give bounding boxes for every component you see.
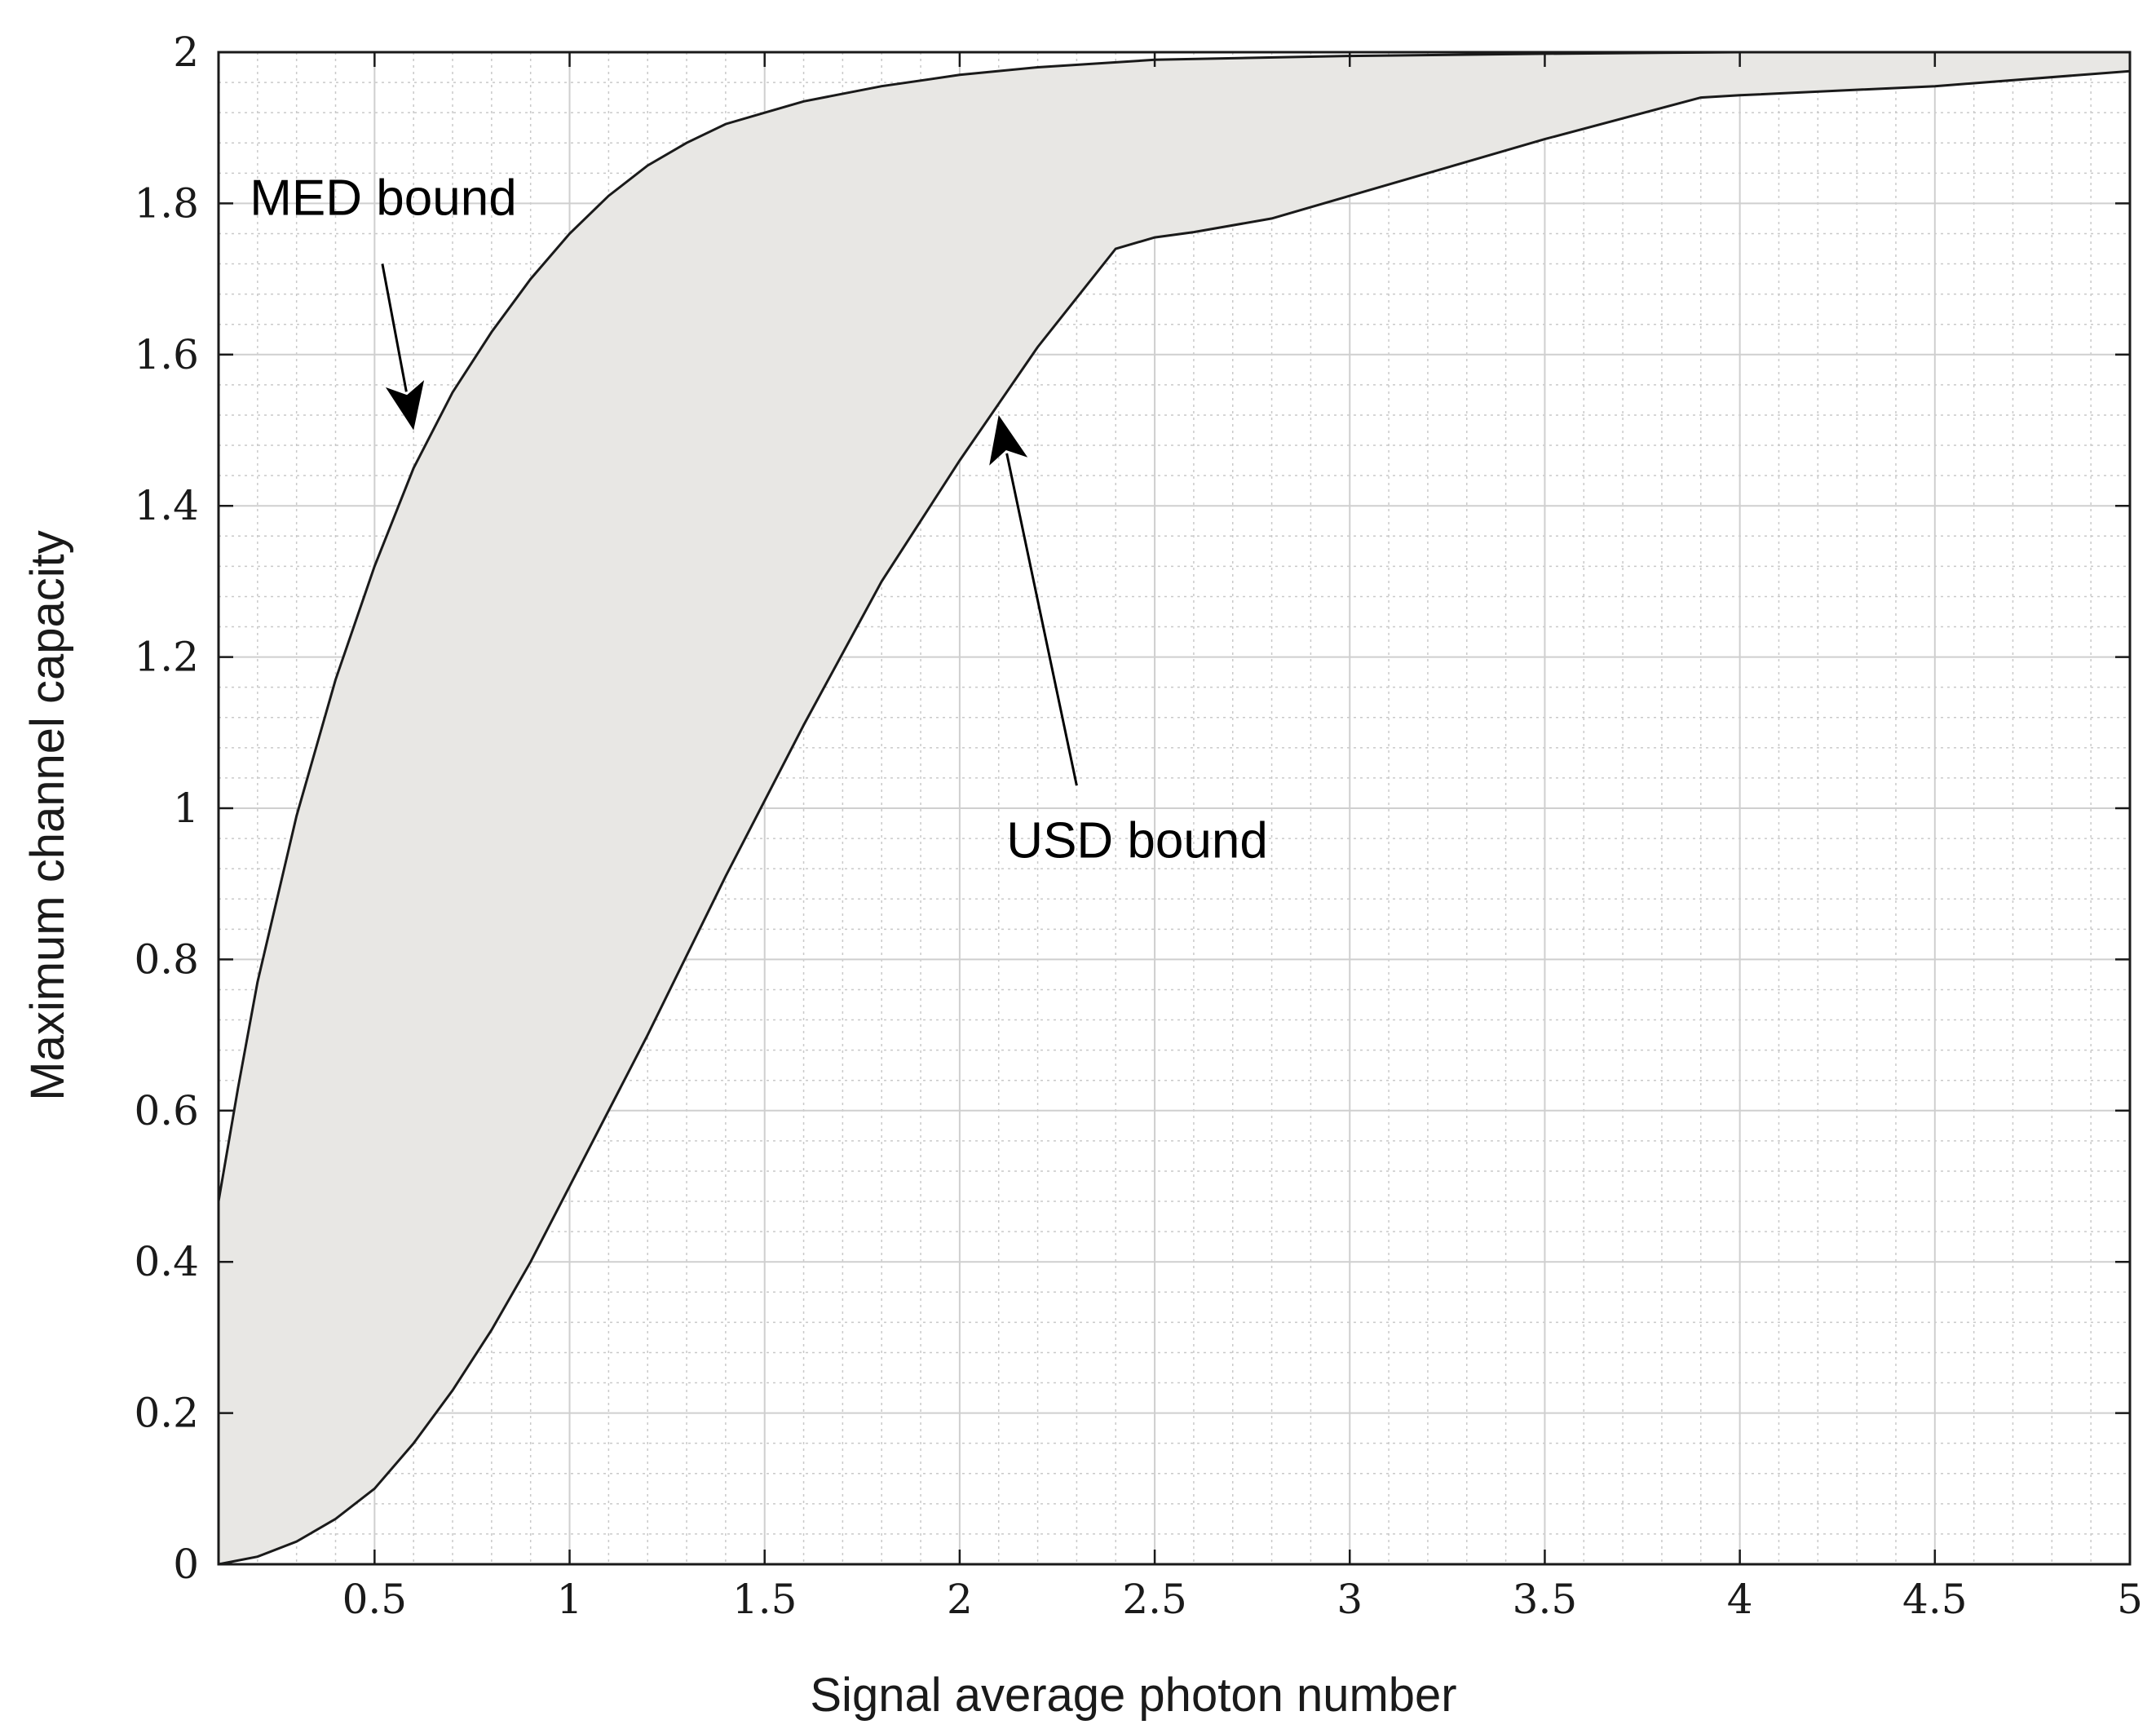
- y-tick-label: 1.2: [134, 634, 199, 681]
- x-tick-label: 1: [557, 1576, 583, 1623]
- x-axis-label: Signal average photon number: [810, 1669, 1456, 1722]
- y-tick-label: 0: [173, 1541, 199, 1588]
- med-bound-arrowhead: [385, 380, 425, 431]
- y-tick-label: 0.6: [134, 1087, 199, 1134]
- x-tick-label: 3: [1336, 1576, 1363, 1623]
- capacity-band-fill: [219, 52, 2130, 1564]
- x-tick-label: 0.5: [342, 1576, 408, 1623]
- y-tick-label: 0.8: [134, 935, 199, 983]
- x-tick-label: 3.5: [1513, 1576, 1578, 1623]
- usd-bound-label: USD bound: [1006, 812, 1268, 869]
- y-tick-label: 1: [173, 785, 199, 832]
- med-bound-label: MED bound: [250, 170, 516, 226]
- usd-bound-arrow: [1005, 453, 1078, 786]
- x-tick-labels: 0.5 1 1.5 2 2.5 3 3.5 4 4.5 5: [342, 1576, 2143, 1623]
- y-tick-label: 0.4: [134, 1238, 199, 1285]
- minor-grid: [219, 52, 2130, 1564]
- x-tick-label: 4.5: [1902, 1576, 1968, 1623]
- y-tick-labels: 0 0.2 0.4 0.6 0.8 1 1.2 1.4 1.6 1.8 2: [134, 29, 199, 1588]
- x-tick-label: 2: [947, 1576, 973, 1623]
- x-tick-label: 2.5: [1122, 1576, 1187, 1623]
- y-tick-label: 1.6: [134, 331, 199, 378]
- annotations: MED bound USD bound: [250, 170, 1268, 869]
- y-tick-label: 0.2: [134, 1390, 199, 1437]
- x-tick-label: 4: [1727, 1576, 1753, 1623]
- x-tick-label: 1.5: [732, 1576, 797, 1623]
- med-bound-arrow: [381, 263, 408, 392]
- y-tick-label: 1.8: [134, 179, 199, 227]
- x-tick-label: 5: [2117, 1576, 2143, 1623]
- usd-bound-arrowhead: [989, 415, 1028, 466]
- y-tick-label: 1.4: [134, 482, 199, 529]
- y-axis-label: Maximum channel capacity: [21, 530, 74, 1101]
- y-tick-label: 2: [173, 29, 199, 76]
- axis-ticks: [219, 51, 2132, 1566]
- usd-bound-curve: [218, 69, 2131, 1566]
